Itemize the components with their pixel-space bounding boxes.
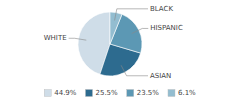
legend-item: 44.9%: [44, 89, 77, 97]
leader-line: [115, 9, 148, 21]
slice-labels: WHITE ASIAN HISPANIC BLACK: [44, 5, 183, 80]
slice-label: HISPANIC: [150, 24, 183, 32]
leader-line: [121, 65, 148, 76]
legend-swatch: [85, 90, 92, 97]
chart: WHITE ASIAN HISPANIC BLACK 44.9% 25.5% 23.5% 6.…: [0, 0, 240, 100]
legend-swatch: [127, 90, 134, 97]
slice-label: BLACK: [150, 5, 173, 13]
legend-label: 25.5%: [95, 89, 118, 97]
legend: 44.9% 25.5% 23.5% 6.1%: [44, 89, 196, 97]
legend-swatch: [44, 90, 51, 97]
legend-label: 44.9%: [54, 89, 77, 97]
pie-slice: [110, 12, 122, 44]
legend-swatch: [168, 90, 175, 97]
legend-label: 23.5%: [137, 89, 160, 97]
slice-label: WHITE: [44, 34, 67, 42]
leader-line: [132, 28, 149, 33]
legend-item: 25.5%: [85, 89, 118, 97]
legend-item: 6.1%: [168, 89, 196, 97]
legend-label: 6.1%: [178, 89, 196, 97]
legend-item: 23.5%: [127, 89, 160, 97]
leader-line: [69, 38, 87, 40]
slice-label: ASIAN: [150, 72, 171, 80]
pie: [78, 12, 142, 76]
